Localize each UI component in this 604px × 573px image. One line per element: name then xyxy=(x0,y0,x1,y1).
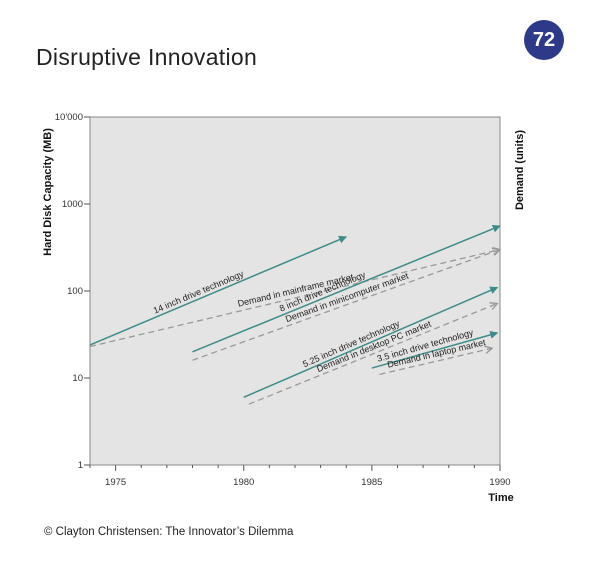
series-line xyxy=(192,249,501,361)
y-axis-label-right: Demand (units) xyxy=(514,130,526,210)
x-tick-label: 1975 xyxy=(105,477,126,488)
y-tick-label: 100 xyxy=(67,286,83,297)
y-tick-label: 1 xyxy=(78,460,83,471)
x-tick-label: 1985 xyxy=(361,477,382,488)
y-tick-label: 1000 xyxy=(62,199,83,210)
x-tick-label: 1990 xyxy=(489,477,510,488)
x-tick-label: 1980 xyxy=(233,477,254,488)
series-line xyxy=(89,235,347,346)
series-line xyxy=(248,303,498,405)
copyright-notice: © Clayton Christensen: The Innovator’s D… xyxy=(44,526,294,538)
page-number-badge: 72 xyxy=(524,20,564,60)
y-tick-label: 10'000 xyxy=(55,112,83,123)
y-tick-label: 10 xyxy=(72,373,83,384)
series-line xyxy=(243,286,499,398)
series-line xyxy=(371,330,499,369)
series-line xyxy=(89,249,500,348)
x-axis-label: Time xyxy=(488,492,513,504)
slide-title: Disruptive Innovation xyxy=(36,44,258,70)
series-line xyxy=(192,224,501,353)
y-axis-label-left: Hard Disk Capacity (MB) xyxy=(42,128,54,256)
plot-area xyxy=(89,116,501,466)
